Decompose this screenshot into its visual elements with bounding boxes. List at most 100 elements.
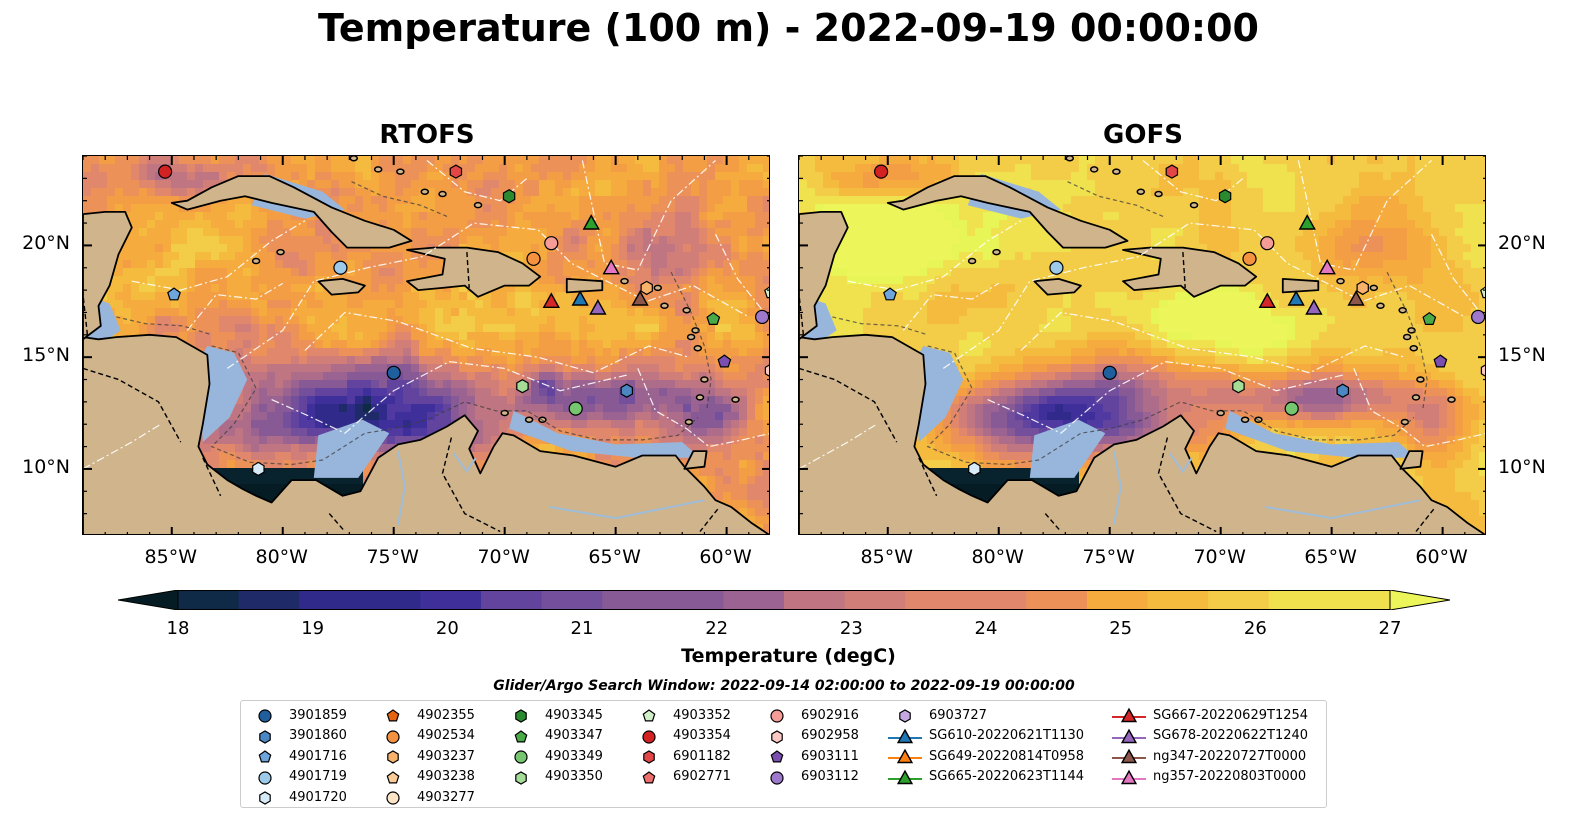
legend-item: ng347-20220727T0000: [1111, 746, 1308, 767]
legend-marker: [642, 709, 656, 722]
colorbar-segment: [905, 590, 967, 610]
gofs-land: [799, 156, 1485, 534]
obs-4902534: [1242, 251, 1257, 266]
legend-marker: [386, 730, 400, 744]
legend-marker: [386, 771, 400, 784]
legend-label: 6902958: [801, 728, 859, 744]
rtofs-eez-lines: [83, 160, 769, 470]
legend-column: SG667-20220629T1254 SG678-20220622T1240 ng…: [1111, 705, 1308, 787]
colorbar-segment: [1026, 590, 1088, 610]
colorbar-segment: [965, 590, 1027, 610]
legend-title: Glider/Argo Search Window: 2022-09-14 02…: [493, 678, 1075, 694]
legend-marker: [515, 709, 527, 723]
rtofs-xtick-label: 80°W: [255, 546, 308, 568]
legend-item: 4903238: [375, 767, 475, 788]
rtofs-ytick-label: 10°N: [22, 455, 70, 478]
obs-sg610-20220621t1130: [1287, 290, 1305, 306]
gofs-xtick-label: 60°W: [1415, 546, 1468, 568]
legend-label: 4903277: [417, 789, 475, 805]
legend-symbol: [503, 727, 539, 745]
legend-item: 4903349: [503, 746, 603, 767]
rtofs-borders: [83, 252, 719, 533]
legend-label: 4901719: [289, 769, 347, 785]
colorbar-segment: [238, 590, 300, 610]
gofs-xtick-label: 80°W: [971, 546, 1024, 568]
legend-label: 3901859: [289, 707, 347, 723]
legend-label: 3901860: [289, 728, 347, 744]
legend-column: 6903727 SG610-20220621T1130 SG649-20220814…: [887, 705, 1084, 787]
rtofs-xtick-label: 60°W: [699, 546, 752, 568]
legend-item: SG667-20220629T1254: [1111, 705, 1308, 726]
gofs-tick-marks: [799, 156, 1485, 534]
legend-symbol: [1111, 727, 1147, 745]
gofs-observations: [874, 164, 1485, 477]
legend-item: 4903277: [375, 787, 475, 808]
legend-symbol: [247, 788, 283, 806]
rtofs-tick-marks: [83, 156, 769, 534]
obs-6903112: [1471, 309, 1485, 325]
colorbar-segment: [1268, 590, 1330, 610]
legend-label: 4902355: [417, 707, 475, 723]
legend-symbol: [247, 727, 283, 745]
colorbar-tick-label: 25: [1109, 618, 1133, 639]
legend-marker: [258, 709, 272, 723]
legend-marker: [896, 748, 914, 764]
legend-column: 6902916 6902958 6903111 6903112: [759, 705, 859, 787]
obs-4903354: [874, 164, 889, 179]
legend-marker: [514, 750, 528, 764]
colorbar-segment: [481, 590, 543, 610]
legend-item: 4901716: [247, 746, 347, 767]
legend-symbol: [887, 747, 923, 765]
legend-item: SG678-20220622T1240: [1111, 726, 1308, 747]
obs-4901719: [333, 260, 348, 275]
legend-item: SG610-20220621T1130: [887, 726, 1084, 747]
legend-symbol: [887, 768, 923, 786]
legend-item: 3901860: [247, 726, 347, 747]
colorbar-segment: [602, 590, 664, 610]
legend-label: 6902916: [801, 707, 859, 723]
rtofs-observations: [158, 164, 769, 477]
legend-symbol: [631, 706, 667, 724]
colorbar-tick-label: 27: [1378, 618, 1402, 639]
legend-symbol: [631, 768, 667, 786]
rtofs-ytick-label: 15°N: [22, 344, 70, 367]
colorbar-segment: [844, 590, 906, 610]
rtofs-svg: [83, 156, 769, 534]
legend-marker: [515, 771, 527, 785]
obs-3901860: [620, 383, 634, 398]
legend-item: 4902355: [375, 705, 475, 726]
legend-item: 4903354: [631, 726, 731, 747]
legend-label: 6903111: [801, 748, 859, 764]
obs-4901716: [167, 287, 181, 301]
colorbar-tick-label: 23: [839, 618, 863, 639]
colorbar-tick-label: 26: [1243, 618, 1267, 639]
colorbar-segment: [1147, 590, 1209, 610]
legend-symbol: [375, 706, 411, 724]
colorbar-segment: [359, 590, 421, 610]
colorbar-tick-label: 20: [435, 618, 459, 639]
legend-item: 6902916: [759, 705, 859, 726]
legend-marker: [1120, 748, 1138, 764]
legend-marker: [1120, 769, 1138, 784]
obs-3901860: [1336, 383, 1350, 398]
obs-4903345: [502, 189, 516, 204]
rtofs-ytick-label: 20°N: [22, 232, 70, 255]
legend-item: 4903352: [631, 705, 731, 726]
obs-sg667-20220629t1254: [542, 292, 560, 309]
legend-symbol: [759, 768, 795, 786]
legend-item: 6903112: [759, 767, 859, 788]
obs-sg678-20220622t1240: [589, 299, 607, 315]
legend-label: 4903238: [417, 769, 475, 785]
gofs-rivers: [1113, 450, 1421, 525]
rtofs-rivers: [397, 450, 705, 525]
legend-marker: [259, 791, 271, 805]
colorbar-segment: [299, 590, 361, 610]
legend-item: 4903347: [503, 726, 603, 747]
obs-6902958: [1480, 364, 1485, 377]
gofs-xtick-label: 85°W: [860, 546, 913, 568]
legend-item: 4902534: [375, 726, 475, 747]
colorbar-tick-label: 18: [166, 618, 190, 639]
legend-label: SG649-20220814T0958: [929, 748, 1085, 764]
legend-marker: [386, 709, 400, 722]
legend-symbol: [247, 747, 283, 765]
